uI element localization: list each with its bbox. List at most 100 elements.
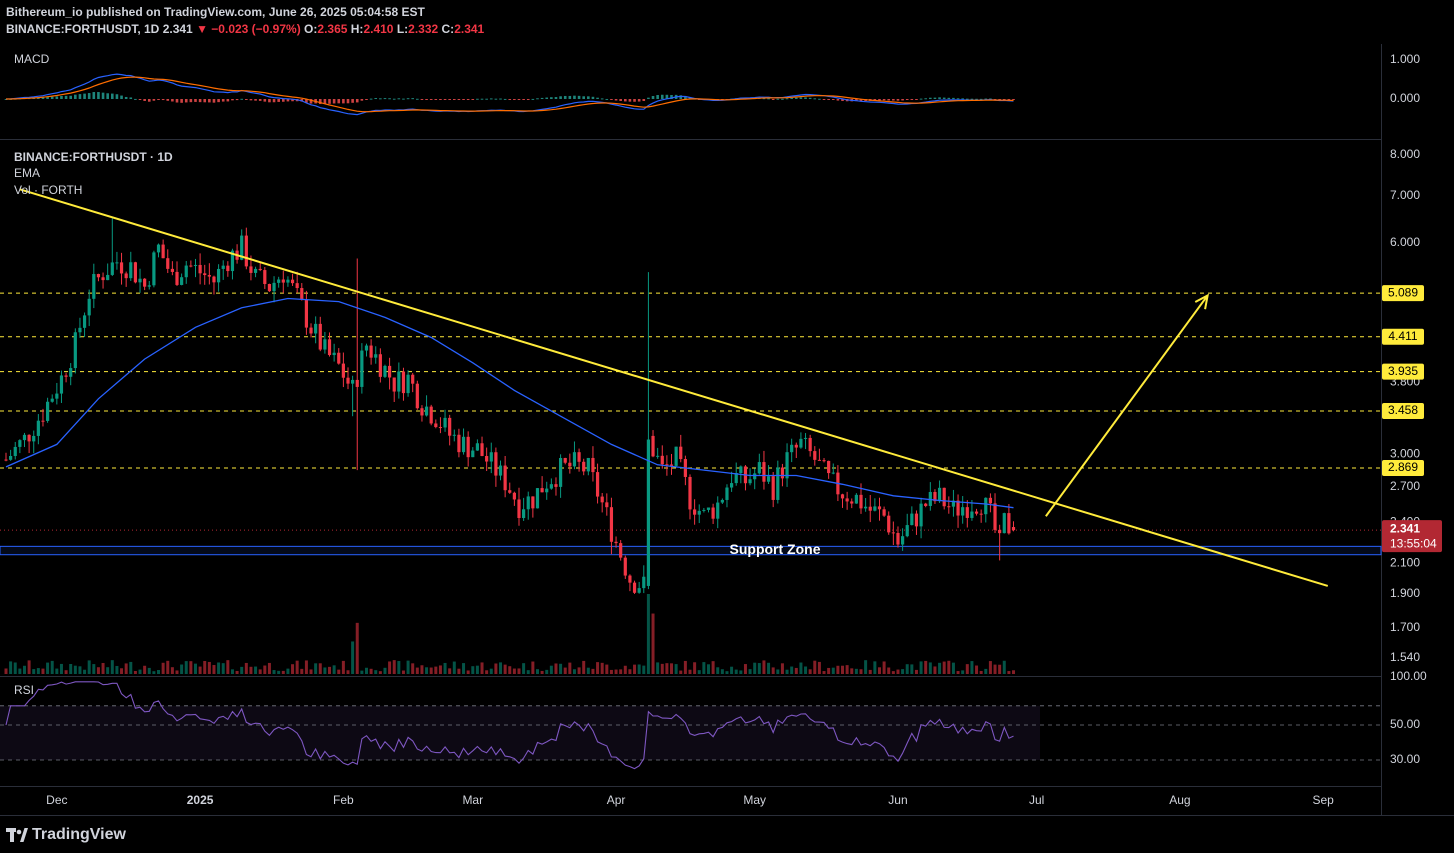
tradingview-logo[interactable]: TradingView [6,826,126,844]
volume-bar [411,663,415,674]
level-price-label: 4.411 [1388,329,1417,343]
macd-histogram-bar [231,99,234,101]
volume-bar [512,668,516,674]
volume-bar [267,662,271,674]
macd-histogram-bar [332,99,336,104]
macd-histogram-bar [545,97,549,99]
candle-body [813,451,817,460]
macd-histogram-bar [841,99,844,102]
volume-bar [933,666,937,674]
candle-body [64,375,68,377]
volume-bar [499,662,503,674]
macd-histogram-bar [610,99,613,100]
candle-body [392,377,396,392]
volume-bar [679,670,683,674]
volume-bar [831,667,835,674]
volume-bar [258,669,262,674]
macd-histogram-bar [933,97,937,99]
macd-histogram-bar [605,98,609,100]
macd-histogram-bar [896,99,900,101]
candle-body [170,268,174,272]
macd-histogram-bar [78,94,82,99]
macd-histogram-bar [984,98,988,100]
volume-bar [637,664,641,674]
volume-bar [780,663,784,674]
candle-body [582,461,586,472]
candle-body [106,274,110,281]
macd-histogram-bar [342,99,345,104]
volume-bar [64,670,68,674]
macd-histogram-bar [161,99,165,101]
candle-body [970,511,974,518]
candle-body [13,446,17,456]
macd-histogram-bar [836,99,840,101]
candle-body [397,371,401,392]
macd-histogram-bar [628,99,632,102]
candle-body [706,507,711,510]
candle-body [364,345,369,351]
candle-body [535,488,540,509]
volume-bar [660,663,664,674]
macd-histogram-bar [397,98,401,100]
volume-bar [41,668,45,674]
candle-body [771,476,775,500]
volume-bar [281,670,285,674]
candle-body [443,417,447,428]
volume-bar [351,641,355,674]
candle-body [522,509,526,518]
volume-bar [600,662,604,674]
volume-bar [110,660,114,674]
candle-body [679,446,683,460]
macd-pane-title: MACD [14,52,50,66]
volume-bar [92,664,96,674]
macd-histogram-bar [152,99,156,101]
macd-histogram-bar [268,99,271,103]
volume-bar [124,663,128,674]
close-label: C: [441,22,455,36]
volume-bar [868,669,872,674]
candle-body [877,506,882,510]
volume-bar [609,669,613,674]
volume-bar [559,663,563,674]
volume-bar [887,667,891,674]
macd-histogram-bar [1007,99,1011,100]
volume-bar [170,667,174,674]
macd-histogram-bar [550,97,553,99]
macd-histogram-bar [947,97,951,99]
macd-histogram-bar [429,99,433,100]
candle-body [226,265,230,272]
candle-body [133,262,138,283]
candle-body [429,406,433,424]
candle-body [674,446,678,466]
macd-histogram-bar [952,97,955,99]
candle-body [545,488,549,493]
macd-histogram-bar [818,98,821,100]
rsi-axis-tick: 30.00 [1390,752,1420,766]
volume-bar [341,660,345,674]
macd-histogram-bar [286,99,290,102]
volume-bar [924,660,928,674]
macd-histogram-bar [388,98,391,100]
macd-histogram-bar [577,95,581,99]
volume-bar [22,665,26,674]
macd-histogram-bar [351,99,354,103]
candle-body [614,541,618,544]
macd-axis-tick: 1.000 [1390,52,1420,66]
candle-body [314,323,318,334]
volume-bar [475,665,479,674]
time-axis-tick: Apr [607,793,626,807]
macd-histogram-bar [633,99,636,102]
volume-bar [318,663,322,674]
macd-histogram-bar [942,97,946,99]
candle-body [988,497,993,504]
support-zone-rect [0,545,1382,556]
volume-bar [457,668,461,674]
candle-body [281,279,285,283]
candle-body [910,513,914,526]
candle-body [87,298,91,316]
candle-body [240,235,244,260]
volume-bar [767,662,771,674]
volume-bar [947,660,951,674]
footer-bar [0,816,1454,853]
